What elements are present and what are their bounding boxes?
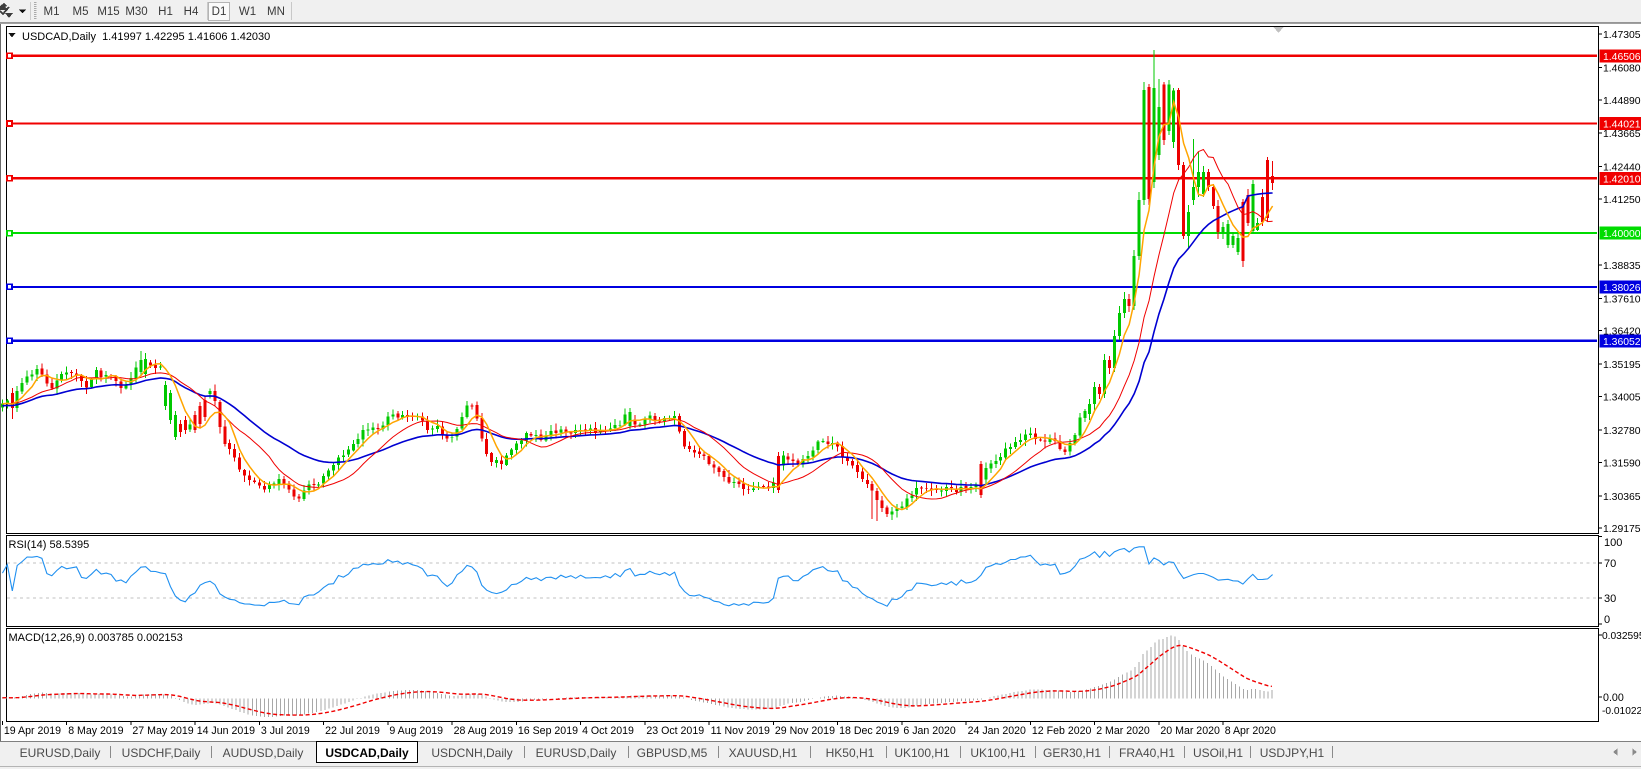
svg-text:30: 30	[1604, 593, 1616, 605]
svg-text:GBPUSD,M5: GBPUSD,M5	[637, 746, 708, 760]
svg-text:28 Aug 2019: 28 Aug 2019	[454, 725, 514, 737]
svg-text:100: 100	[1604, 537, 1622, 549]
svg-text:USOil,H1: USOil,H1	[1193, 746, 1243, 760]
svg-text:UK100,H1: UK100,H1	[894, 746, 950, 760]
svg-text:1.41250: 1.41250	[1603, 195, 1641, 206]
svg-text:1.36052: 1.36052	[1603, 337, 1641, 348]
svg-text:11 Nov 2019: 11 Nov 2019	[711, 725, 770, 737]
svg-text:W1: W1	[239, 6, 256, 18]
svg-text:27 May 2019: 27 May 2019	[132, 725, 193, 737]
svg-text:1.46080: 1.46080	[1603, 63, 1641, 74]
svg-text:1.37610: 1.37610	[1603, 294, 1641, 305]
svg-text:MN: MN	[267, 6, 285, 18]
svg-text:1.43665: 1.43665	[1603, 129, 1641, 140]
svg-text:H1: H1	[158, 6, 173, 18]
svg-text:USDCAD,Daily: USDCAD,Daily	[325, 746, 409, 760]
svg-text:USDCNH,Daily: USDCNH,Daily	[431, 746, 512, 760]
svg-text:20 Mar 2020: 20 Mar 2020	[1160, 725, 1220, 737]
svg-text:1.29175: 1.29175	[1603, 524, 1641, 535]
svg-text:RSI(14) 58.5395: RSI(14) 58.5395	[9, 539, 90, 551]
svg-text:14 Jun 2019: 14 Jun 2019	[197, 725, 255, 737]
svg-text:USDJPY,H1: USDJPY,H1	[1260, 746, 1325, 760]
svg-text:1.46506: 1.46506	[1603, 52, 1641, 63]
svg-text:8 May 2019: 8 May 2019	[68, 725, 123, 737]
svg-text:1.38026: 1.38026	[1603, 283, 1641, 294]
svg-text:M5: M5	[73, 6, 89, 18]
svg-text:FRA40,H1: FRA40,H1	[1119, 746, 1175, 760]
svg-text:8 Apr 2020: 8 Apr 2020	[1225, 725, 1276, 737]
svg-text:1.35195: 1.35195	[1603, 360, 1641, 371]
svg-text:0.032595: 0.032595	[1602, 631, 1641, 642]
svg-text:XAUUSD,H1: XAUUSD,H1	[729, 746, 798, 760]
svg-text:HK50,H1: HK50,H1	[826, 746, 875, 760]
svg-text:-0.010227: -0.010227	[1602, 706, 1641, 717]
svg-text:1.40000: 1.40000	[1603, 229, 1641, 240]
svg-text:1.44021: 1.44021	[1603, 120, 1641, 131]
svg-text:3 Jul 2019: 3 Jul 2019	[261, 725, 310, 737]
svg-text:1.30365: 1.30365	[1603, 492, 1641, 503]
svg-text:2 Mar 2020: 2 Mar 2020	[1096, 725, 1150, 737]
svg-text:19 Apr 2019: 19 Apr 2019	[4, 725, 61, 737]
svg-text:6 Jan 2020: 6 Jan 2020	[903, 725, 956, 737]
svg-text:UK100,H1: UK100,H1	[970, 746, 1026, 760]
svg-text:H4: H4	[184, 6, 199, 18]
svg-text:1.42440: 1.42440	[1603, 163, 1641, 174]
svg-text:70: 70	[1604, 558, 1616, 570]
svg-text:1.32780: 1.32780	[1603, 426, 1641, 437]
svg-text:1.47305: 1.47305	[1603, 30, 1641, 41]
svg-text:22 Jul 2019: 22 Jul 2019	[325, 725, 380, 737]
svg-text:MACD(12,26,9) 0.003785 0.00215: MACD(12,26,9) 0.003785 0.002153	[9, 632, 183, 644]
svg-text:1.38835: 1.38835	[1603, 261, 1641, 272]
svg-text:1.42010: 1.42010	[1603, 174, 1641, 185]
svg-text:EURUSD,Daily: EURUSD,Daily	[20, 746, 101, 760]
svg-text:AUDUSD,Daily: AUDUSD,Daily	[223, 746, 304, 760]
svg-text:24 Jan 2020: 24 Jan 2020	[968, 725, 1026, 737]
svg-text:1.34005: 1.34005	[1603, 393, 1641, 404]
svg-text:23 Oct 2019: 23 Oct 2019	[646, 725, 704, 737]
svg-text:M30: M30	[125, 6, 147, 18]
svg-text:29 Nov 2019: 29 Nov 2019	[775, 725, 835, 737]
svg-text:18 Dec 2019: 18 Dec 2019	[839, 725, 899, 737]
svg-text:1.44890: 1.44890	[1603, 96, 1641, 107]
svg-text:16 Sep 2019: 16 Sep 2019	[518, 725, 578, 737]
svg-text:M15: M15	[97, 6, 119, 18]
svg-text:D1: D1	[212, 6, 227, 18]
svg-text:0: 0	[1604, 614, 1610, 626]
svg-text:9 Aug 2019: 9 Aug 2019	[389, 725, 443, 737]
svg-text:4 Oct 2019: 4 Oct 2019	[582, 725, 634, 737]
svg-text:0.00: 0.00	[1603, 692, 1624, 704]
svg-text:EURUSD,Daily: EURUSD,Daily	[536, 746, 617, 760]
svg-text:12 Feb 2020: 12 Feb 2020	[1032, 725, 1092, 737]
svg-text:USDCHF,Daily: USDCHF,Daily	[122, 746, 201, 760]
svg-text:1.31590: 1.31590	[1603, 458, 1641, 469]
svg-text:M1: M1	[44, 6, 60, 18]
svg-text:1.36420: 1.36420	[1603, 327, 1641, 338]
svg-text:GER30,H1: GER30,H1	[1043, 746, 1101, 760]
svg-text:USDCAD,Daily 1.41997 1.42295: USDCAD,Daily 1.41997 1.42295 1.41606 1.4…	[22, 31, 270, 43]
